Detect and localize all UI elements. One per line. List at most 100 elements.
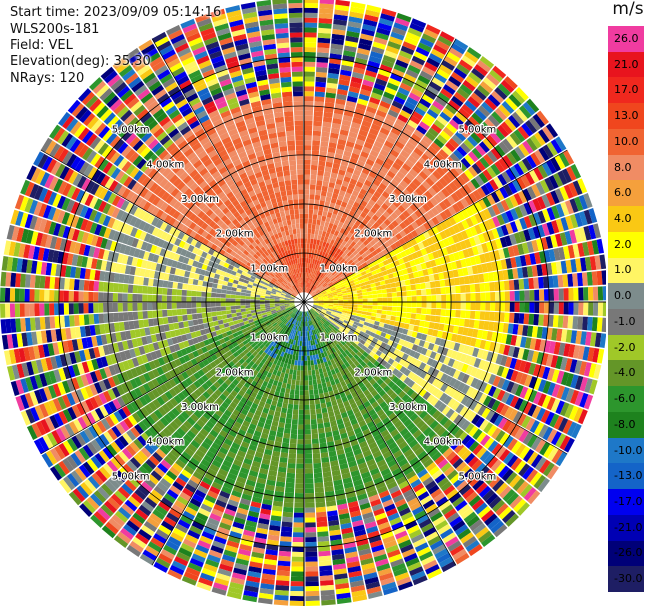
radar-gate: [430, 288, 437, 295]
radar-gate: [448, 138, 460, 149]
radar-gate: [310, 253, 314, 259]
radar-gate: [289, 595, 304, 602]
radar-gate: [316, 57, 329, 63]
radar-gate: [311, 160, 319, 166]
radar-gate: [283, 506, 294, 513]
radar-gate: [408, 137, 419, 147]
radar-gate: [375, 174, 384, 183]
radar-gate: [308, 258, 311, 264]
radar-gate: [409, 278, 416, 285]
radar-gate: [384, 157, 395, 166]
radar-gate: [396, 306, 402, 312]
radar-gate: [317, 255, 322, 261]
radar-gate: [357, 176, 366, 184]
radar-gate: [305, 537, 317, 543]
radar-gate: [377, 105, 389, 114]
radar-gate: [304, 42, 317, 48]
radar-gate: [330, 48, 343, 55]
radar-gate: [353, 62, 367, 70]
radar-gate: [363, 74, 376, 83]
radar-gate: [367, 294, 373, 299]
radar-gate: [280, 387, 286, 394]
radar-gate: [421, 116, 433, 127]
radar-gate: [470, 132, 482, 144]
radar-gate: [450, 95, 464, 107]
radar-gate: [381, 310, 387, 315]
radar-gate: [304, 350, 307, 356]
radar-gate: [300, 336, 303, 342]
radar-gate: [298, 350, 302, 356]
radar-gate: [387, 223, 396, 231]
radar-gate: [318, 388, 324, 394]
radar-gate: [338, 169, 346, 176]
radar-gate: [372, 294, 378, 299]
radar-gate: [361, 167, 371, 175]
radar-gate: [399, 180, 409, 189]
radar-gate: [317, 536, 330, 542]
radar-gate: [281, 526, 293, 533]
radar-gate: [312, 258, 316, 265]
radar-gate: [308, 268, 311, 274]
radar-gate: [307, 238, 311, 244]
radar-gate: [307, 277, 309, 283]
radar-gate: [385, 283, 392, 289]
radar-gate: [533, 277, 539, 289]
radar-gate: [304, 115, 313, 121]
radar-gate: [299, 390, 304, 396]
radar-gate: [436, 302, 442, 309]
radar-gate: [315, 282, 320, 287]
radar-gate: [317, 277, 322, 283]
radar-gate: [328, 63, 341, 70]
radar-gate: [411, 110, 424, 121]
radar-gate: [394, 140, 405, 150]
radar-gate: [298, 355, 302, 361]
radar-gate: [289, 369, 294, 375]
radar-gate: [387, 182, 396, 192]
radar-gate: [351, 190, 360, 197]
radar-gate: [386, 306, 393, 311]
radar-gate: [319, 8, 334, 15]
radar-gate: [583, 302, 589, 316]
radar-gate: [307, 228, 312, 234]
radar-gate: [491, 90, 505, 104]
radar-gate: [328, 222, 334, 229]
radar-gate: [387, 40, 402, 50]
radar-gate: [318, 432, 326, 439]
radar-gate: [310, 258, 313, 264]
radar-gate: [401, 163, 412, 172]
radar-gate: [313, 472, 323, 479]
radar-gate: [562, 274, 569, 288]
radar-gate: [321, 268, 326, 274]
radar-gate: [489, 69, 503, 83]
radar-gate: [311, 423, 318, 430]
radar-gate: [309, 184, 316, 190]
radar-gate: [292, 414, 299, 420]
radar-gate: [307, 365, 312, 371]
radar-gate: [311, 268, 315, 274]
radar-gate: [511, 111, 525, 125]
radar-gate: [308, 283, 311, 289]
radar-gate: [357, 307, 363, 311]
radar-gate: [338, 134, 348, 141]
radar-gate: [310, 164, 318, 171]
radar-gate: [553, 302, 559, 315]
radar-gate: [423, 28, 439, 40]
radar-gate: [340, 69, 352, 77]
radar-gate: [401, 105, 414, 115]
radar-gate: [465, 75, 479, 88]
radar-gate: [298, 409, 304, 415]
radar-gate: [440, 309, 446, 317]
radar-gate: [473, 128, 486, 141]
radar-gate: [448, 47, 463, 59]
radar-gate: [315, 81, 326, 88]
radar-gate: [311, 274, 315, 280]
radar-gate: [347, 244, 353, 251]
radar-gate: [430, 315, 436, 323]
radar-gate: [312, 135, 321, 141]
radar-gate: [484, 282, 491, 292]
radar-gate: [328, 255, 334, 261]
radar-gate: [455, 285, 461, 294]
radar-gate: [315, 506, 327, 513]
radar-gate: [308, 204, 314, 210]
radar-gate: [445, 79, 459, 91]
